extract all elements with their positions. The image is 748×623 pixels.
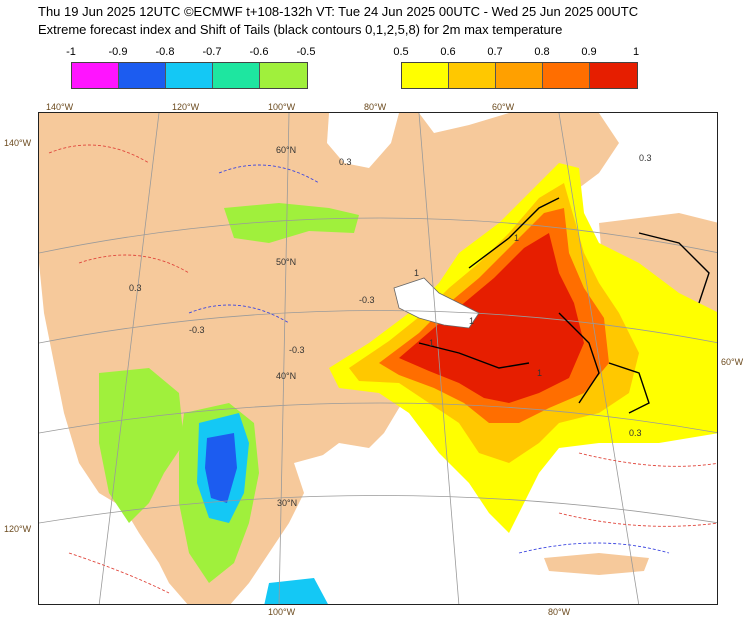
title-line-1: Thu 19 Jun 2025 12UTC ©ECMWF t+108-132h … (38, 4, 639, 19)
legend-negative-label: -0.6 (249, 46, 269, 58)
latitude-gridline-label: 50°N (276, 257, 297, 267)
legend-positive-swatch (590, 63, 637, 88)
sot-contours (418, 197, 710, 414)
efi-region-bottom (264, 578, 328, 604)
contour-label: -0.3 (359, 295, 375, 305)
legend-negative-label: -1 (66, 46, 76, 58)
legend-positive-swatch (496, 63, 543, 88)
title-line-2: Extreme forecast index and Shift of Tail… (38, 22, 563, 37)
legend-positive-label: 0.8 (534, 46, 550, 58)
map-canvas (39, 113, 717, 604)
latitude-label-right: 60°W (721, 357, 744, 367)
legend-negative: -1 -0.9 -0.8 -0.7 -0.6 -0.5 (66, 46, 315, 91)
latitude-gridline-label: 30°N (277, 498, 298, 508)
efi-region-blue (205, 433, 237, 503)
legend-negative-colorbar (71, 62, 308, 89)
hudson-bay (327, 113, 399, 168)
contour-label: 1 (429, 338, 435, 348)
longitude-label-top: 60°W (492, 102, 515, 112)
contour-label: 1 (537, 368, 543, 378)
legend-negative-swatch (72, 63, 119, 88)
efi-region-green-north (224, 203, 359, 243)
efi-region-red (399, 233, 584, 403)
legend-negative-swatch (260, 63, 307, 88)
legend-positive: 0.5 0.6 0.7 0.8 0.9 1 (393, 46, 640, 91)
great-lakes (393, 277, 480, 329)
contour-label: 0.3 (339, 157, 352, 167)
latitude-label-left: 120°W (4, 524, 32, 534)
longitude-label-top: 140°W (46, 102, 74, 112)
contour-label: -0.3 (189, 325, 205, 335)
longitude-label-bottom: 80°W (548, 607, 571, 617)
contour-label: 1 (414, 268, 420, 278)
contour-label: 1 (514, 233, 520, 243)
land-caribbean (544, 553, 649, 575)
legend-negative-label: -0.7 (202, 46, 222, 58)
legend-positive-swatch (543, 63, 590, 88)
efi-map: 0.3 -0.3 -0.3 -0.3 0.3 0.3 0.3 1 1 1 1 1… (38, 112, 718, 605)
dashed-contours-red (48, 144, 717, 594)
contour-label: 0.3 (629, 428, 642, 438)
contour-label: 0.3 (129, 283, 142, 293)
legend-positive-swatch (402, 63, 449, 88)
longitude-label-top: 120°W (172, 102, 200, 112)
legend-negative-swatch (213, 63, 260, 88)
legend-negative-label: -0.9 (108, 46, 128, 58)
contour-label: 1 (469, 316, 475, 326)
dashed-contours-blue (188, 164, 670, 554)
legend-negative-swatch (166, 63, 213, 88)
longitude-label-top: 100°W (268, 102, 296, 112)
longitude-label-top: 80°W (364, 102, 387, 112)
legend-positive-label: 1 (632, 46, 640, 58)
legend-positive-label: 0.5 (393, 46, 409, 58)
legend-negative-label: -0.8 (155, 46, 175, 58)
contour-label: -0.3 (289, 345, 305, 355)
gulf-of-mexico (294, 448, 384, 523)
latitude-gridline-label: 40°N (276, 371, 297, 381)
graticule (39, 113, 717, 604)
legend-negative-swatch (119, 63, 166, 88)
legend-positive-label: 0.9 (581, 46, 597, 58)
legend-negative-label: -0.5 (296, 46, 316, 58)
efi-region-green-west (99, 368, 184, 523)
latitude-label-left: 140°W (4, 138, 32, 148)
legend-positive-swatch (449, 63, 496, 88)
legend-positive-colorbar (401, 62, 638, 89)
longitude-label-bottom: 100°W (268, 607, 296, 617)
latitude-gridline-label: 60°N (276, 145, 297, 155)
legend-positive-label: 0.6 (440, 46, 456, 58)
legend-positive-label: 0.7 (487, 46, 503, 58)
contour-label: 0.3 (639, 153, 652, 163)
